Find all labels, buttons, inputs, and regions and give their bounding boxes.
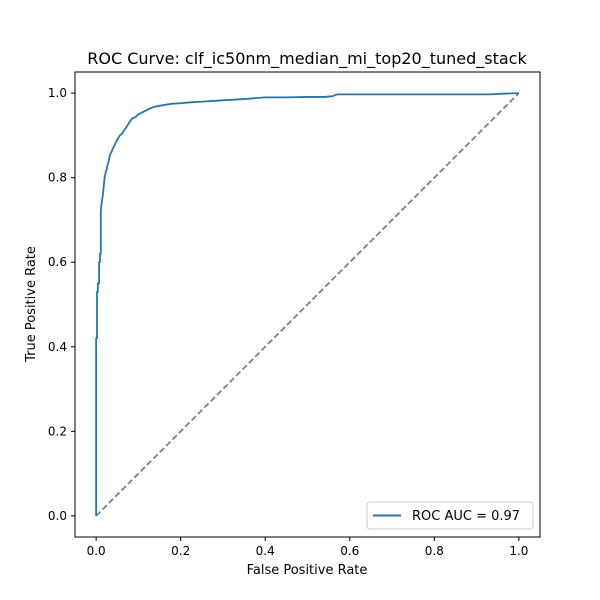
x-tick-label: 0.0	[87, 544, 106, 558]
axes-frame	[74, 71, 541, 538]
legend-box	[366, 501, 534, 530]
x-tick-label: 0.8	[425, 544, 444, 558]
y-tick-label: 0.6	[48, 255, 67, 269]
x-axis-label: False Positive Rate	[247, 563, 368, 578]
chart-title: ROC Curve: clf_ic50nm_median_mi_top20_tu…	[87, 49, 527, 69]
roc-curve-line	[95, 92, 519, 516]
x-tick-label: 0.4	[256, 544, 275, 558]
x-tick-label: 0.2	[171, 544, 190, 558]
legend: ROC AUC = 0.97	[366, 501, 534, 530]
y-tick-label: 0.0	[48, 509, 67, 523]
x-tick-label: 1.0	[509, 544, 528, 558]
legend-entry-roc: ROC AUC = 0.97	[412, 509, 520, 524]
series-layer	[95, 92, 520, 517]
plot-area	[74, 71, 541, 538]
y-tick-label: 0.2	[48, 424, 67, 438]
y-axis-label: True Positive Rate	[24, 246, 39, 363]
x-tick-label: 0.6	[340, 544, 359, 558]
x-axis-ticks: 0.0 0.2 0.4 0.6 0.8 1.0	[87, 537, 528, 558]
y-axis-ticks: 0.0 0.2 0.4 0.6 0.8 1.0	[48, 86, 75, 523]
y-tick-label: 0.8	[48, 171, 67, 185]
chance-diagonal-line	[95, 92, 520, 517]
y-tick-label: 1.0	[48, 86, 67, 100]
y-tick-label: 0.4	[48, 340, 67, 354]
